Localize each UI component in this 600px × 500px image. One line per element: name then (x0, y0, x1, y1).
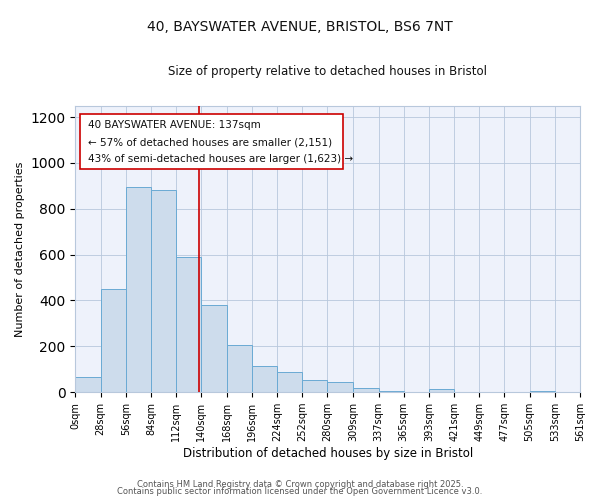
Bar (227, 345, 251, 392)
Bar (202, 305, 227, 392)
X-axis label: Distribution of detached houses by size in Bristol: Distribution of detached houses by size … (182, 447, 473, 460)
Bar (530, 391, 555, 392)
Bar (327, 382, 353, 392)
Bar (151, 190, 176, 392)
Bar (251, 366, 277, 392)
Text: ← 57% of detached houses are smaller (2,151): ← 57% of detached houses are smaller (2,… (88, 137, 332, 147)
Text: Contains public sector information licensed under the Open Government Licence v3: Contains public sector information licen… (118, 487, 482, 496)
Bar (277, 372, 302, 392)
FancyBboxPatch shape (80, 114, 343, 168)
Text: Contains HM Land Registry data © Crown copyright and database right 2025.: Contains HM Land Registry data © Crown c… (137, 480, 463, 489)
Bar (429, 389, 454, 392)
Bar (126, 187, 151, 392)
Bar (353, 388, 379, 392)
Bar (176, 257, 202, 392)
Bar (379, 391, 404, 392)
Title: Size of property relative to detached houses in Bristol: Size of property relative to detached ho… (168, 65, 487, 78)
Text: 43% of semi-detached houses are larger (1,623) →: 43% of semi-detached houses are larger (… (88, 154, 353, 164)
Text: 40 BAYSWATER AVENUE: 137sqm: 40 BAYSWATER AVENUE: 137sqm (88, 120, 261, 130)
Bar (101, 289, 126, 392)
Y-axis label: Number of detached properties: Number of detached properties (15, 161, 25, 336)
Bar (302, 380, 327, 392)
Text: 40, BAYSWATER AVENUE, BRISTOL, BS6 7NT: 40, BAYSWATER AVENUE, BRISTOL, BS6 7NT (147, 20, 453, 34)
Bar (76, 378, 101, 392)
